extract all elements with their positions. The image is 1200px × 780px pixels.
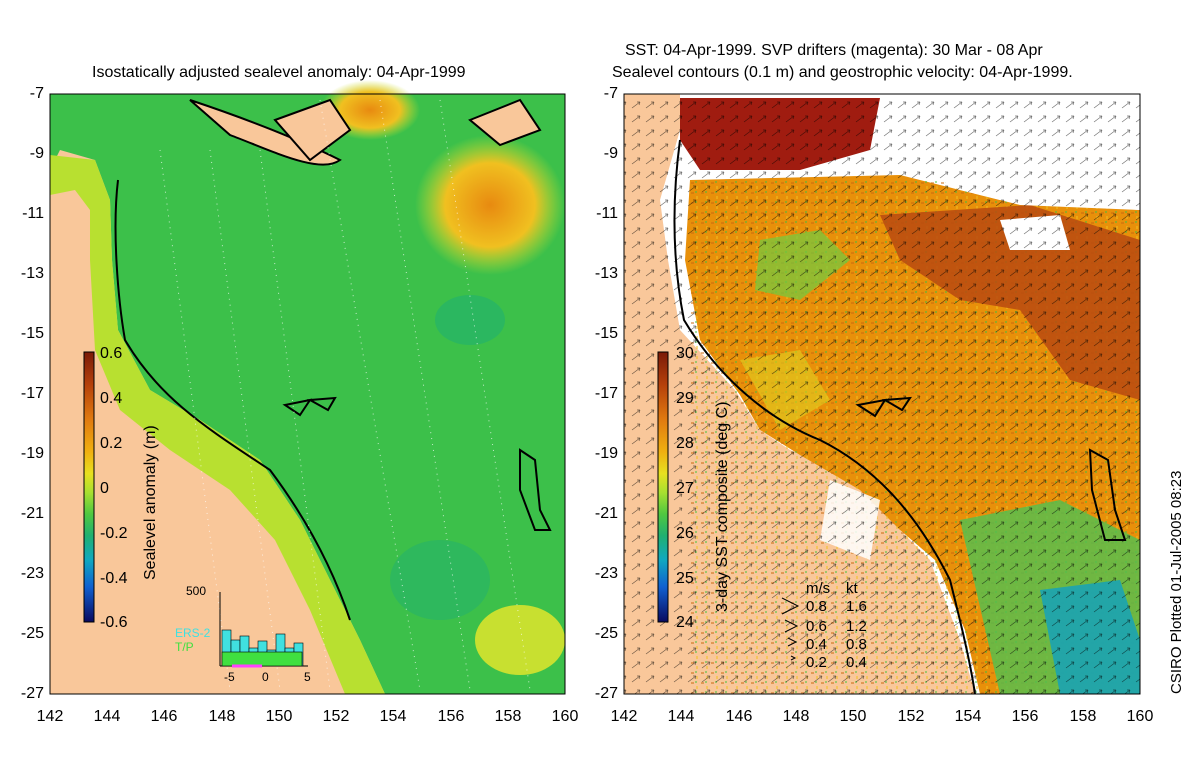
left-x-tick: 148 [208,708,236,725]
left-panel-title: Isostatically adjusted sealevel anomaly:… [92,64,466,81]
left-x-tick: 154 [379,708,407,725]
sst-cb-tick: 26 [676,525,694,542]
right-x-tick: 146 [725,708,753,725]
sst-colorbar [657,351,669,623]
right-y-tick: -9 [603,145,618,162]
right-x-tick: 156 [1011,708,1039,725]
right-y-tick: -15 [594,325,618,342]
left-y-tick: -25 [20,625,44,642]
right-panel-title-2: Sealevel contours (0.1 m) and geostrophi… [612,64,1073,81]
sealevel-cb-tick: 0.6 [100,345,123,362]
left-y-tick: -23 [20,565,44,582]
histogram-x-tick: -5 [224,670,235,684]
sealevel-colorbar [83,351,95,623]
sst-cb-tick: 24 [676,614,694,631]
velocity-legend-header-ms: m/s [806,580,831,597]
left-y-tick: -11 [22,205,44,222]
sst-map [623,93,1141,695]
velocity-legend-kt: 0.4 [846,654,867,671]
velocity-legend-kt: 1.2 [846,618,867,635]
sst-cb-tick: 29 [676,390,694,407]
right-y-tick: -23 [594,565,618,582]
right-x-tick: 154 [954,708,982,725]
right-y-tick: -17 [594,385,618,402]
left-y-tick: -7 [29,85,44,102]
left-x-tick: 160 [551,708,579,725]
velocity-legend-kt: 0.8 [846,636,867,653]
velocity-legend-kt: 1.6 [846,598,867,615]
velocity-legend-ms: 0.4 [806,636,827,653]
sst-cb-tick: 30 [676,345,694,362]
sst-cb-label: 3-day SST composite (deg C) [714,401,731,612]
left-x-tick: 158 [494,708,522,725]
left-y-tick: -21 [20,505,44,522]
sealevel-cb-tick: -0.6 [100,614,128,631]
right-y-tick: -21 [594,505,618,522]
velocity-legend-ms: 0.8 [806,598,827,615]
velocity-legend-ms: 0.6 [806,618,827,635]
right-x-tick: 144 [667,708,695,725]
right-y-tick: -11 [596,205,618,222]
left-x-tick: 150 [265,708,293,725]
right-x-tick: 148 [782,708,810,725]
histogram-inset [219,592,308,668]
sealevel-map [49,80,566,695]
sealevel-cb-tick: 0.4 [100,390,123,407]
right-x-tick: 142 [610,708,638,725]
left-x-tick: 156 [437,708,465,725]
right-x-tick: 158 [1069,708,1097,725]
sst-cb-tick: 27 [676,480,694,497]
left-y-tick: -27 [20,685,44,702]
left-y-tick: -15 [20,325,44,342]
right-panel-title-1: SST: 04-Apr-1999. SVP drifters (magenta)… [625,42,1043,59]
sealevel-cb-tick: 0.2 [100,435,123,452]
right-x-tick: 150 [839,708,867,725]
velocity-legend-ms: 0.2 [806,654,827,671]
sealevel-cb-tick: 0 [100,480,109,497]
left-y-tick: -9 [29,145,44,162]
histogram-ymax: 500 [186,584,207,598]
right-x-tick: 152 [897,708,925,725]
velocity-legend-arrows [781,597,800,661]
right-x-tick: 160 [1126,708,1154,725]
sealevel-cb-tick: -0.2 [100,525,128,542]
sst-cb-tick: 25 [676,570,694,587]
sealevel-cb-label: Sealevel anomaly (m) [142,425,159,580]
velocity-legend-header-kt: kt [846,580,858,597]
histogram-series-tp: T/P [175,640,194,654]
histogram-x-tick: 5 [304,670,311,684]
left-y-tick: -19 [20,445,44,462]
right-y-tick: -27 [594,685,618,702]
right-y-tick: -13 [594,265,618,282]
histogram-series-ers2: ERS-2 [175,626,211,640]
left-x-tick: 142 [36,708,64,725]
left-y-tick: -13 [20,265,44,282]
left-x-tick: 146 [150,708,178,725]
right-y-tick: -7 [603,85,618,102]
left-y-tick: -17 [20,385,44,402]
plot-credit: CSIRO Plotted 01-Jul-2005 08:23 [1168,470,1185,694]
left-x-tick: 152 [322,708,350,725]
left-x-tick: 144 [93,708,121,725]
right-y-tick: -25 [594,625,618,642]
sealevel-cb-tick: -0.4 [100,570,128,587]
sst-cb-tick: 28 [676,435,694,452]
right-y-tick: -19 [594,445,618,462]
histogram-x-tick: 0 [262,670,269,684]
